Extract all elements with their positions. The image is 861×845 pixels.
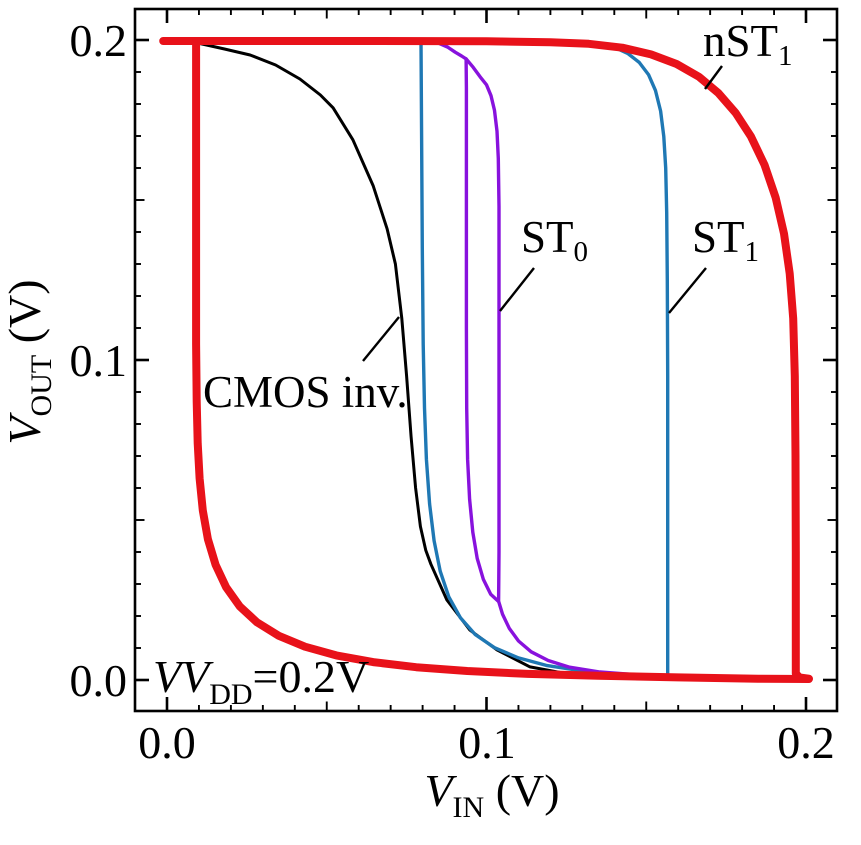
pointer-lines bbox=[362, 65, 723, 362]
curve-st0 bbox=[427, 39, 500, 603]
x-tick-label-1: 0.1 bbox=[458, 717, 516, 768]
x-tick-label-2: 0.2 bbox=[777, 717, 835, 768]
curve-st1 bbox=[574, 39, 670, 679]
x-tick-label-0: 0.0 bbox=[138, 717, 196, 768]
y-axis-title: VOUT (V) bbox=[0, 279, 58, 444]
curve-st0 bbox=[464, 57, 693, 680]
y-tick-label-0: 0.0 bbox=[70, 655, 128, 706]
y-tick-label-1: 0.1 bbox=[70, 335, 128, 386]
curves bbox=[159, 37, 813, 683]
curve-label-st0: ST0 bbox=[521, 212, 588, 268]
curve-label-nst1: nST1 bbox=[703, 16, 793, 72]
pointer-line-nst1 bbox=[704, 65, 723, 90]
pointer-line-st1 bbox=[668, 267, 707, 314]
curve-nst1 bbox=[159, 37, 813, 683]
vdd-annotation: VVDD=0.2V bbox=[153, 651, 369, 711]
curve-nst1 bbox=[192, 37, 813, 683]
axis-ticks bbox=[135, 9, 837, 711]
curve-label-cmos: CMOS inv. bbox=[203, 367, 408, 417]
curve-cmos-inv- bbox=[195, 41, 680, 680]
y-tick-label-2: 0.2 bbox=[70, 15, 128, 66]
x-axis-title: VIN (V) bbox=[424, 765, 559, 824]
curve-st1 bbox=[419, 39, 728, 680]
pointer-line-st0 bbox=[499, 267, 535, 312]
curve-label-st1: ST1 bbox=[692, 212, 759, 268]
pointer-line-cmos bbox=[362, 316, 400, 362]
